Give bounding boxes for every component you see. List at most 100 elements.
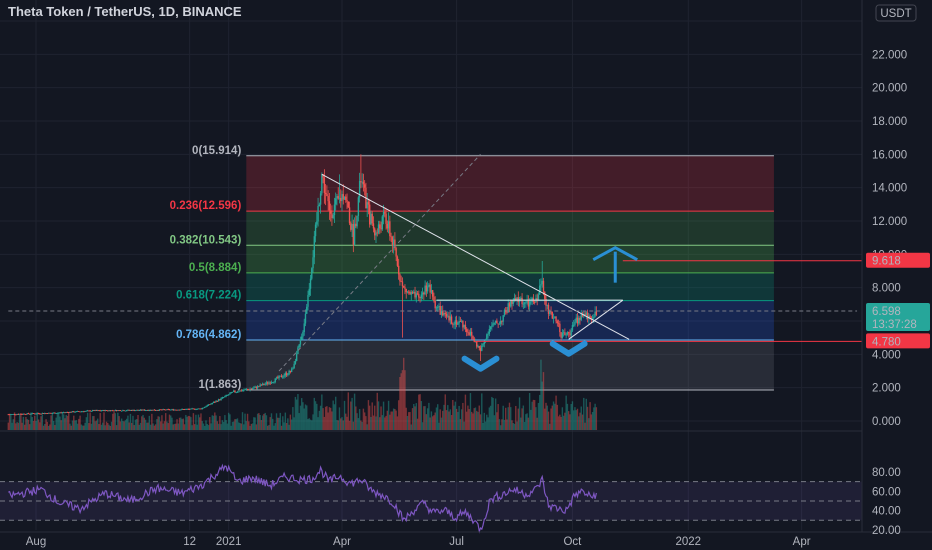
volume-bar (562, 415, 565, 430)
candle-body (133, 409, 135, 411)
volume-bar (319, 405, 322, 430)
volume-bar (251, 423, 254, 430)
volume-bar (41, 414, 43, 430)
volume-bar (144, 419, 147, 430)
candle-body (98, 410, 100, 412)
candle-body (280, 375, 283, 378)
candle-body (304, 313, 307, 324)
volume-bar (331, 411, 333, 430)
candle-body (181, 409, 183, 410)
candle-body (544, 291, 546, 299)
candle-body (166, 409, 168, 411)
candle-body (209, 404, 211, 406)
candle-body (75, 411, 77, 413)
volume-bar (180, 417, 182, 430)
fib-zone (246, 211, 774, 246)
volume-bar (263, 413, 265, 430)
candle-body (229, 393, 231, 395)
volume-bar (516, 421, 518, 430)
volume-bar (462, 402, 464, 430)
volume-bar (517, 408, 519, 430)
candle-body (502, 315, 504, 322)
rsi-tick-label: 80.00 (872, 467, 901, 479)
volume-bar (559, 414, 561, 430)
candle-body (317, 205, 319, 222)
volume-bar (544, 408, 546, 430)
volume-bar (152, 423, 154, 430)
volume-bar (100, 424, 103, 430)
volume-bar (508, 402, 511, 430)
candle-body (537, 294, 540, 301)
volume-bar (318, 410, 321, 430)
candle-body (516, 297, 518, 301)
candle-body (68, 412, 70, 413)
candle-body (65, 412, 67, 413)
candle-body (85, 410, 88, 412)
candle-body (539, 285, 541, 295)
candle-body (565, 334, 567, 336)
candle-body (454, 320, 457, 325)
volume-bar (279, 412, 281, 430)
candle-body (550, 311, 552, 313)
volume-bar (317, 417, 319, 430)
volume-bar (487, 417, 489, 430)
volume-bar (138, 424, 140, 430)
candle-body (522, 303, 525, 305)
candle-body (355, 223, 357, 227)
candle-body (363, 184, 366, 188)
candle-body (37, 413, 40, 415)
volume-bar (210, 423, 212, 430)
volume-bar (94, 421, 96, 430)
candle-body (406, 291, 409, 293)
time-tick-label: Apr (793, 536, 811, 548)
volume-bar (458, 405, 460, 430)
candle-body (499, 320, 502, 324)
candle-body (426, 286, 429, 292)
candle-body (496, 320, 498, 324)
candle-body (575, 317, 577, 322)
candle-body (204, 406, 206, 408)
volume-bar (574, 407, 576, 430)
volume-bar (527, 417, 530, 430)
candle-body (93, 410, 95, 412)
volume-bar (245, 421, 247, 430)
candle-body (434, 301, 436, 309)
candle-body (408, 291, 410, 293)
volume-bars (7, 357, 598, 430)
volume-bar (259, 414, 261, 430)
candle-body (464, 324, 467, 330)
price-badge-countdown: 13:37:28 (872, 319, 917, 331)
volume-bar (557, 416, 560, 430)
candle-body (13, 414, 16, 415)
volume-bar (123, 421, 125, 430)
candle-body (506, 312, 508, 313)
candle-body (449, 316, 451, 321)
candle-body (472, 335, 474, 339)
candle-body (437, 306, 439, 308)
candle-body (557, 323, 560, 324)
candle-body (386, 223, 389, 229)
volume-bar (162, 423, 164, 430)
candle-body (410, 292, 412, 295)
volume-bar (292, 407, 294, 430)
candle-body (235, 391, 237, 393)
candle-body (362, 181, 365, 185)
volume-bar (129, 413, 132, 430)
volume-bar (233, 421, 235, 430)
candle-body (321, 174, 323, 194)
candle-body (400, 281, 402, 283)
candle-body (217, 399, 220, 402)
volume-bar (202, 423, 205, 430)
candle-body (533, 301, 536, 303)
volume-bar (86, 412, 89, 430)
candle-body (20, 413, 22, 415)
volume-bar (304, 404, 307, 430)
volume-bar (261, 415, 264, 430)
candle-body (32, 413, 35, 414)
candle-body (308, 288, 310, 296)
candle-body (195, 409, 197, 411)
candle-body (147, 410, 149, 411)
candle-body (56, 412, 59, 414)
volume-bar (10, 415, 12, 430)
